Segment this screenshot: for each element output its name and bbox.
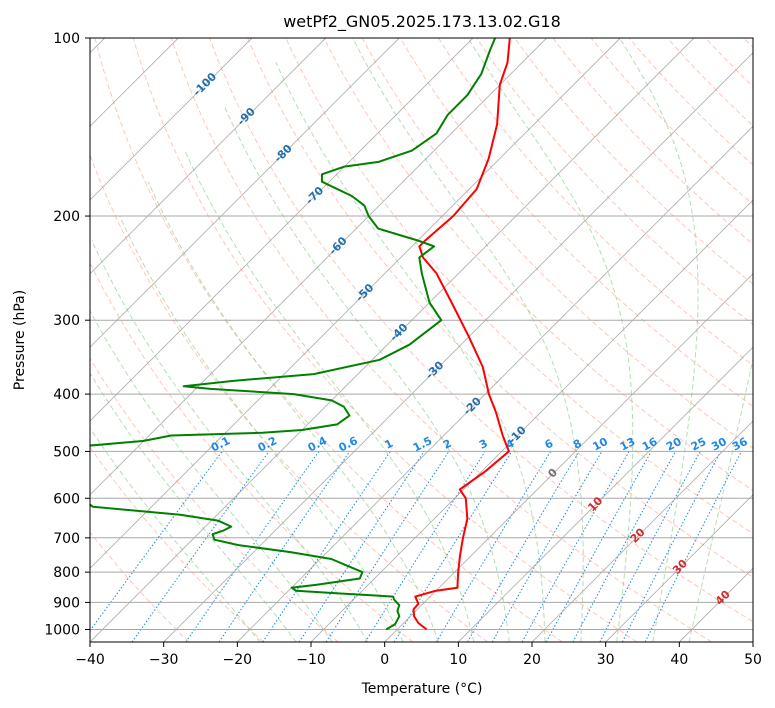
- moist-adiabat: [619, 38, 699, 642]
- moist-adiabat: [90, 372, 297, 642]
- sounding-profiles: [90, 38, 511, 631]
- mixing-ratio-line: [325, 451, 450, 642]
- x-tick-label: −20: [223, 652, 253, 668]
- mixing-ratio-line: [435, 451, 552, 642]
- temperature-line: [412, 38, 511, 631]
- mixing-ratio-line: [298, 451, 425, 642]
- moist-adiabat: [223, 105, 510, 642]
- isotherm: [90, 38, 474, 422]
- background-lines: [90, 38, 753, 642]
- chart-title: wetPf2_GN05.2025.173.13.02.G18: [283, 12, 561, 32]
- dry-adiabat: [247, 38, 753, 578]
- mixing-ratio-label: 30: [709, 435, 729, 454]
- y-tick-label: 300: [53, 313, 80, 329]
- dry-adiabat: [132, 38, 638, 642]
- isotherm: [310, 199, 753, 642]
- dry-adiabat: [590, 38, 753, 206]
- x-tick-label: 50: [744, 652, 762, 668]
- isotherm: [90, 38, 548, 496]
- isotherm: [457, 346, 753, 642]
- moist-adiabat: [467, 38, 634, 642]
- dry-adiabat: [285, 38, 753, 535]
- isotherm: [90, 38, 327, 275]
- mixing-ratio-line: [262, 451, 391, 642]
- moist-adiabat: [119, 215, 404, 642]
- y-tick-label: 700: [53, 531, 80, 547]
- isotherm: [90, 38, 400, 348]
- mixing-ratio-line: [572, 451, 676, 642]
- moist-adiabat: [91, 240, 369, 642]
- isotherm: [90, 38, 253, 201]
- y-tick-label: 200: [53, 209, 80, 225]
- dry-adiabat: [323, 38, 753, 492]
- dry-adiabat: [437, 38, 753, 366]
- dry-adiabat: [90, 357, 339, 642]
- isotherm: [384, 273, 753, 642]
- mixing-ratio-label: 20: [664, 435, 684, 454]
- dry-adiabat: [476, 38, 753, 326]
- mixing-ratio-line: [599, 451, 701, 642]
- mixing-ratio-label: 16: [640, 435, 660, 454]
- x-tick-label: 20: [523, 652, 541, 668]
- dry-adiabat: [552, 38, 753, 245]
- dry-adiabat: [90, 531, 190, 642]
- mixing-ratio-label: 25: [689, 435, 709, 454]
- mixing-ratio-label: 10: [590, 435, 610, 454]
- mixing-ratio-line: [521, 451, 630, 642]
- moist-adiabat: [90, 427, 261, 642]
- dewpoint-line: [90, 38, 497, 631]
- moist-adiabat: [352, 38, 584, 642]
- moist-adiabat: [90, 309, 333, 642]
- dry-adiabat: [90, 153, 488, 642]
- mixing-ratio-line: [545, 451, 652, 642]
- mixing-ratio-label: 13: [618, 435, 638, 454]
- x-tick-label: −40: [75, 652, 105, 668]
- moist-adiabat: [147, 181, 439, 642]
- y-tick-label: 400: [53, 387, 80, 403]
- y-tick-label: 900: [53, 595, 80, 611]
- mixing-ratio-line: [218, 451, 351, 642]
- isotherm: [163, 52, 753, 642]
- isotherm: [531, 420, 753, 642]
- plot-frame: [89, 37, 754, 643]
- dry-adiabat: [399, 38, 753, 408]
- moist-adiabat: [275, 62, 546, 642]
- dry-adiabat: [170, 38, 712, 642]
- dry-adiabat: [90, 261, 414, 642]
- dry-adiabat: [94, 38, 563, 642]
- y-axis-label: Pressure (hPa): [12, 290, 28, 390]
- moist-adiabat: [688, 356, 753, 642]
- y-tick-label: 100: [53, 31, 80, 47]
- mixing-ratio-line: [131, 451, 270, 642]
- mixing-ratio-line: [185, 451, 320, 642]
- x-tick-label: −10: [296, 652, 326, 668]
- isotherm: [90, 38, 695, 642]
- mixing-ratio-line: [364, 451, 486, 642]
- y-tick-label: 1000: [44, 622, 80, 638]
- x-tick-label: 40: [670, 652, 688, 668]
- mixing-ratio-line: [644, 451, 742, 642]
- x-tick-label: −30: [149, 652, 179, 668]
- y-tick-label: 500: [53, 444, 80, 460]
- dry-adiabat: [209, 38, 753, 623]
- mixing-ratio-line: [621, 451, 722, 642]
- mixing-ratio-line: [393, 451, 513, 642]
- mixing-ratio-line: [90, 451, 223, 632]
- x-tick-label: 10: [449, 652, 467, 668]
- x-axis-label: Temperature (°C): [361, 681, 483, 697]
- mixing-ratio-label: 36: [730, 435, 750, 454]
- isotherm: [605, 494, 753, 642]
- isotherm: [90, 38, 621, 569]
- x-tick-label: 30: [597, 652, 615, 668]
- isotherm: [236, 125, 753, 642]
- y-tick-label: 600: [53, 491, 80, 507]
- y-tick-label: 800: [53, 565, 80, 581]
- x-tick-label: 0: [380, 652, 389, 668]
- axis-ticks: −40 −30 −20 −10 0 10 20 30 40 50 100 200 300 400 500 60…: [44, 31, 762, 668]
